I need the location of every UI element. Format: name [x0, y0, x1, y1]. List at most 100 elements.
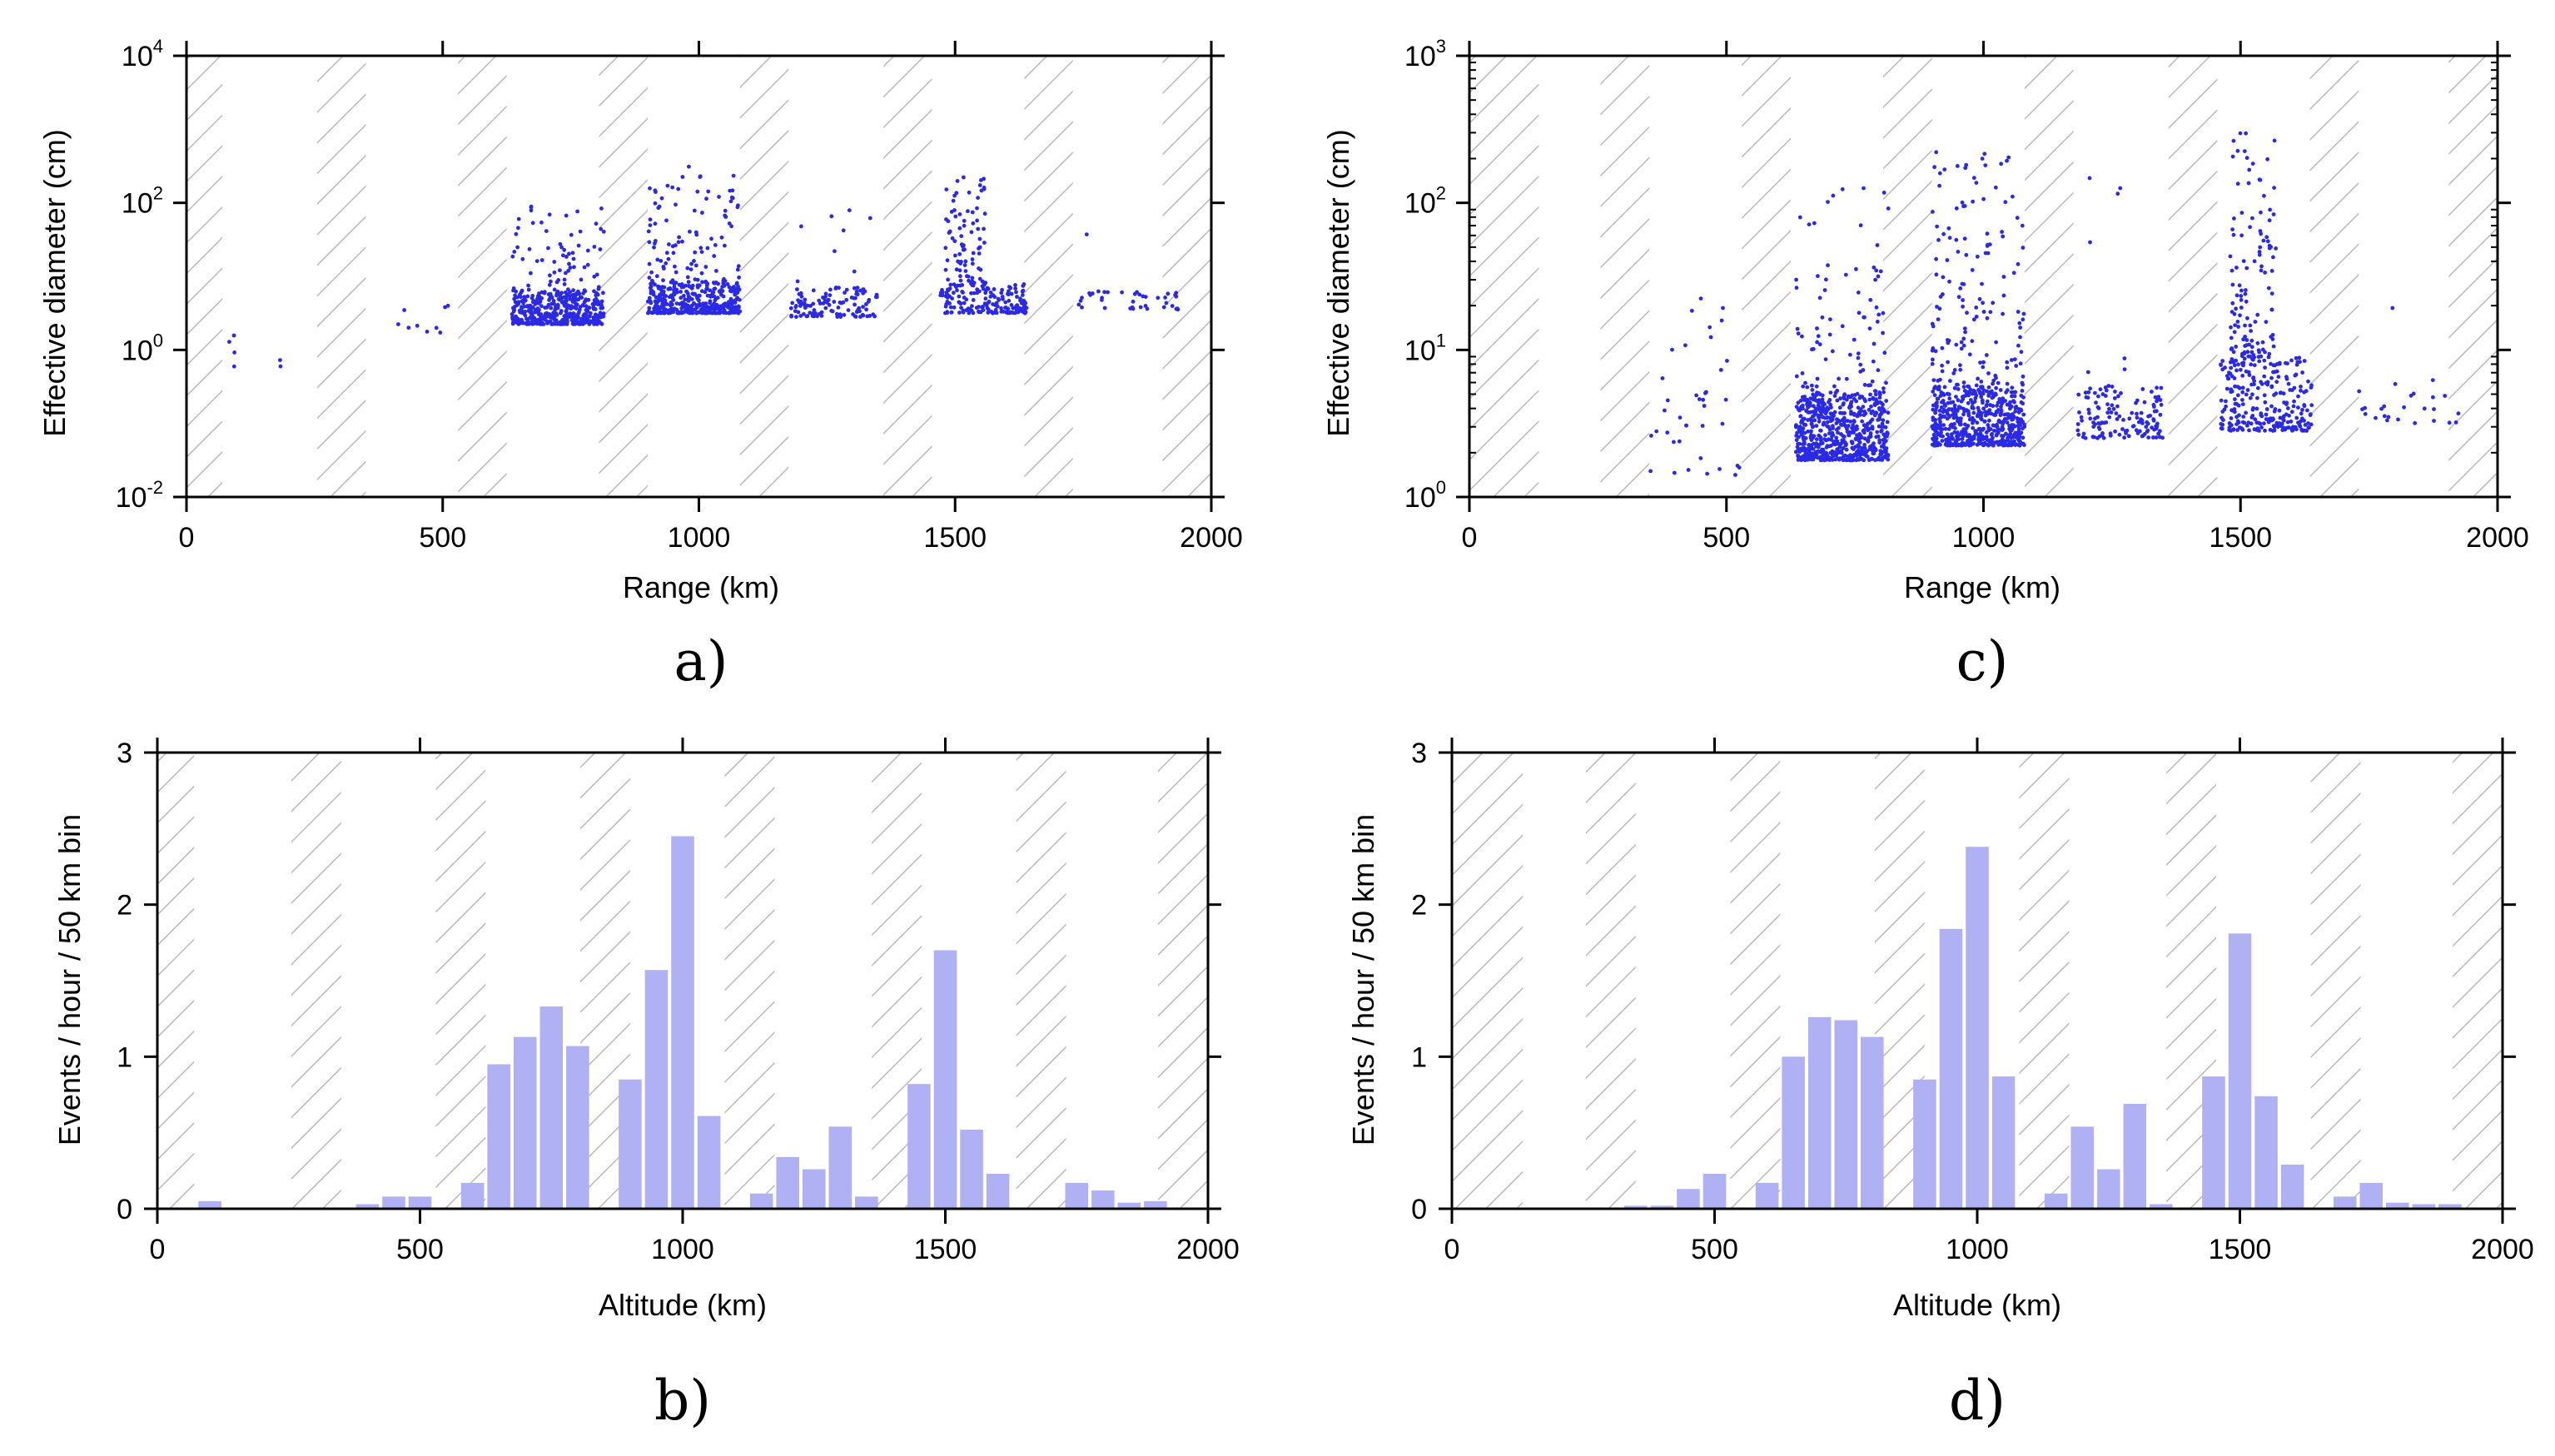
- histogram-bar: [355, 1204, 380, 1209]
- scatter-point: [1850, 425, 1855, 430]
- x-tick-label: 500: [1691, 1234, 1738, 1265]
- scatter-point: [1842, 410, 1847, 415]
- x-tick-label: 1500: [2209, 522, 2272, 554]
- scatter-point: [2443, 394, 2448, 398]
- scatter-point: [1882, 448, 1887, 453]
- scatter-point: [703, 265, 708, 269]
- scatter-point: [2240, 427, 2245, 432]
- scatter-point: [516, 301, 520, 306]
- scatter-point: [1815, 376, 1820, 381]
- scatter-point: [2087, 410, 2091, 415]
- scatter-point: [512, 308, 517, 312]
- scatter-point: [2010, 440, 2014, 445]
- scatter-point: [2259, 210, 2263, 215]
- scatter-point: [1980, 428, 1985, 432]
- scatter-point: [594, 221, 599, 226]
- scatter-point: [2013, 443, 2018, 447]
- scatter-point: [849, 296, 854, 300]
- scatter-point: [2270, 416, 2275, 421]
- scatter-point: [1021, 293, 1025, 297]
- scatter-point: [1828, 450, 1833, 455]
- scatter-point: [2264, 320, 2269, 325]
- scatter-point: [950, 236, 955, 241]
- scatter-point: [2257, 350, 2262, 355]
- scatter-point: [2264, 417, 2269, 421]
- scatter-point: [2281, 415, 2286, 420]
- scatter-point: [1088, 292, 1093, 297]
- scatter-point: [564, 298, 569, 303]
- scatter-point: [2258, 177, 2263, 182]
- scatter-point: [979, 178, 983, 182]
- scatter-point: [1953, 440, 1958, 445]
- scatter-point: [539, 290, 544, 295]
- scatter-point: [829, 308, 834, 313]
- scatter-point: [2250, 392, 2254, 397]
- x-tick-label: 2000: [1176, 1234, 1240, 1265]
- scatter-point: [1014, 304, 1019, 309]
- scatter-point: [2011, 271, 2016, 276]
- scatter-point: [2084, 395, 2089, 400]
- scatter-point: [674, 290, 679, 295]
- scatter-point: [445, 303, 450, 308]
- scatter-point: [601, 311, 606, 316]
- scatter-point: [695, 189, 700, 194]
- histogram-bar: [1991, 1076, 2016, 1209]
- scatter-point: [1827, 332, 1832, 337]
- scatter-point: [1976, 432, 1981, 436]
- scatter-point: [1850, 393, 1855, 398]
- scatter-point: [843, 291, 847, 295]
- scatter-point: [962, 175, 966, 180]
- scatter-point: [704, 196, 708, 201]
- scatter-point: [2005, 420, 2010, 425]
- scatter-point: [577, 307, 582, 312]
- scatter-point: [2148, 414, 2153, 418]
- scatter-point: [438, 330, 443, 335]
- scatter-point: [523, 310, 528, 314]
- scatter-point: [1861, 405, 1866, 409]
- scatter-point: [721, 294, 726, 299]
- histogram-bar: [539, 1006, 564, 1209]
- scatter-point: [2016, 437, 2021, 441]
- scatter-point: [2150, 390, 2154, 394]
- scatter-point: [2274, 380, 2279, 385]
- y-tick-label: 100: [1404, 477, 1446, 514]
- scatter-point: [2232, 407, 2237, 411]
- hatched-band: [1452, 753, 1524, 1209]
- scatter-point: [2263, 428, 2267, 433]
- panel-b-y-axis-label: Events / hour / 50 km bin: [52, 814, 87, 1145]
- scatter-point: [972, 281, 977, 286]
- scatter-point: [1852, 397, 1857, 401]
- scatter-point: [2003, 399, 2008, 403]
- scatter-point: [962, 223, 967, 228]
- scatter-point: [1848, 420, 1853, 424]
- scatter-point: [835, 315, 840, 319]
- scatter-point: [2076, 392, 2081, 397]
- scatter-point: [728, 311, 733, 316]
- scatter-point: [702, 309, 707, 314]
- scatter-point: [1862, 315, 1867, 320]
- scatter-point: [2231, 360, 2236, 365]
- scatter-point: [2016, 426, 2021, 431]
- scatter-point: [1961, 282, 1966, 286]
- scatter-point: [1840, 186, 1845, 191]
- scatter-point: [2266, 286, 2271, 291]
- scatter-point: [1844, 447, 1849, 452]
- scatter-point: [1808, 430, 1813, 434]
- scatter-point: [1677, 439, 1682, 444]
- scatter-point: [576, 311, 580, 316]
- scatter-point: [1987, 439, 1992, 444]
- scatter-point: [977, 183, 982, 187]
- scatter-point: [1702, 404, 1707, 408]
- scatter-point: [1811, 346, 1816, 351]
- scatter-point: [2271, 370, 2275, 375]
- scatter-point: [2240, 390, 2245, 395]
- scatter-point: [278, 358, 282, 362]
- scatter-point: [1812, 411, 1817, 416]
- scatter-point: [2254, 406, 2259, 411]
- scatter-point: [2121, 418, 2125, 422]
- scatter-point: [1966, 384, 1971, 389]
- scatter-point: [1876, 312, 1881, 317]
- scatter-point: [854, 289, 859, 294]
- scatter-point: [1935, 404, 1939, 408]
